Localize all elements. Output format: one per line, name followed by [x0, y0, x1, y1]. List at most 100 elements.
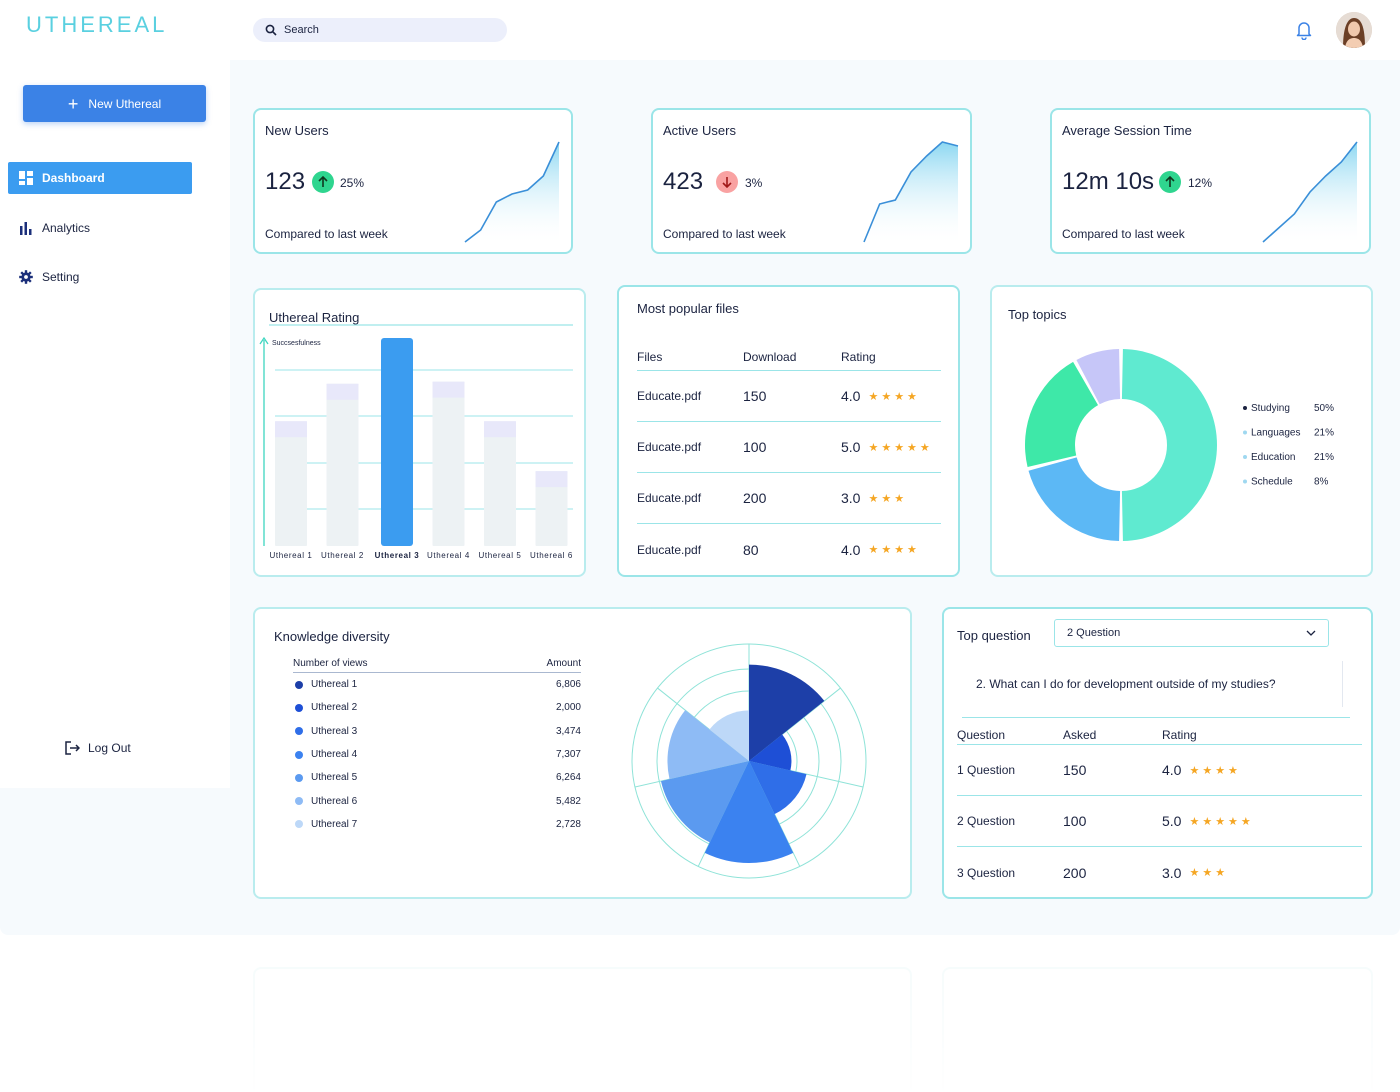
- y-axis-arrow-icon: [259, 336, 269, 345]
- sidebar-item-label: Dashboard: [42, 171, 105, 185]
- bar-uthereal-1[interactable]: [275, 421, 307, 546]
- sidebar-item-dashboard[interactable]: Dashboard: [8, 162, 192, 194]
- rating-value: 4.0: [841, 388, 861, 404]
- bar-uthereal-2[interactable]: [326, 383, 359, 546]
- stat-value: 12m 10s: [1062, 168, 1155, 195]
- question-rating: 5.0 ★★★★★: [1162, 813, 1254, 829]
- item-amount: 3,474: [555, 725, 581, 737]
- bar-cap: [432, 381, 465, 398]
- question-name[interactable]: 2 Question: [957, 814, 1016, 828]
- list-item[interactable]: Uthereal 4 7,307: [293, 743, 581, 766]
- files-title: Most popular files: [637, 301, 739, 316]
- star-icon: ★★★★★: [868, 441, 933, 454]
- donut-slice-languages[interactable]: [1028, 457, 1121, 541]
- table-header: Files Download Rating: [637, 343, 941, 371]
- question-table: Question Asked Rating 1 Question 150 4.0…: [957, 725, 1362, 898]
- file-name[interactable]: Educate.pdf: [637, 542, 702, 557]
- legend-value: 50%: [1314, 403, 1334, 414]
- arrow-down-icon: [716, 171, 738, 193]
- table-row[interactable]: 2 Question 100 5.0 ★★★★★: [957, 796, 1362, 847]
- list-item[interactable]: Uthereal 1 6,806: [293, 673, 581, 696]
- list-item[interactable]: Uthereal 2 2,000: [293, 696, 581, 719]
- new-uthereal-label: New Uthereal: [88, 96, 162, 111]
- question-select[interactable]: 2 Question: [1054, 619, 1329, 647]
- polar-sector-uthereal-1[interactable]: [749, 664, 825, 761]
- item-name: Uthereal 1: [295, 679, 357, 690]
- file-downloads: 80: [743, 541, 759, 558]
- stat-value: 123: [265, 168, 306, 195]
- knowledge-rows: Uthereal 1 6,806 Uthereal 2 2,000 Uthereal 3…: [293, 673, 581, 836]
- bar-uthereal-6[interactable]: [535, 471, 568, 546]
- legend-dot: [295, 727, 303, 736]
- item-label: Uthereal 6: [311, 795, 358, 807]
- knowledge-polar-chart: [631, 643, 867, 879]
- legend-dot: [1243, 455, 1247, 459]
- bar-cap: [484, 421, 516, 438]
- list-item[interactable]: Uthereal 7 2,728: [293, 813, 581, 836]
- table-row[interactable]: Educate.pdf 200 3.0 ★★★: [637, 473, 941, 524]
- logout-icon: [65, 741, 80, 755]
- legend-dot: [295, 797, 303, 806]
- file-name[interactable]: Educate.pdf: [637, 389, 702, 403]
- sidebar-item-label: Setting: [42, 270, 80, 284]
- polar-sector-uthereal-2[interactable]: [749, 734, 792, 771]
- topics-card: Top topics Studying 50% Languages 21% Educat…: [990, 285, 1373, 577]
- item-label: Uthereal 3: [311, 725, 358, 737]
- stat-caption: Compared to last week: [663, 227, 786, 241]
- dashboard-app: UTHEREAL + New Uthereal Dashboard Ana: [8, 12, 1373, 899]
- decorative-reflection: [0, 935, 1400, 1092]
- legend-label: Studying: [1251, 403, 1290, 414]
- item-label: Uthereal 5: [311, 772, 358, 784]
- bell-icon[interactable]: [1295, 20, 1313, 40]
- sparkline-new-users: [464, 141, 560, 246]
- header-asked: Asked: [1063, 727, 1097, 742]
- list-item[interactable]: Uthereal 5 6,264: [293, 766, 581, 789]
- item-amount: 2,728: [555, 818, 581, 830]
- legend-dot: [295, 750, 303, 759]
- question-name[interactable]: 3 Question: [957, 865, 1016, 880]
- legend-label: Education: [1251, 452, 1295, 463]
- avatar[interactable]: [1336, 12, 1372, 48]
- legend-dot: [295, 703, 303, 712]
- question-select-value: 2 Question: [1067, 627, 1121, 639]
- table-row[interactable]: Educate.pdf 100 5.0 ★★★★★: [637, 422, 941, 473]
- list-item[interactable]: Uthereal 3 3,474: [293, 720, 581, 743]
- x-tick-label: Uthereal 3: [375, 551, 420, 560]
- bar-uthereal-4[interactable]: [432, 381, 465, 546]
- table-row[interactable]: 3 Question 200 3.0 ★★★: [957, 847, 1362, 898]
- legend-value: 8%: [1314, 477, 1329, 488]
- stat-caption: Compared to last week: [265, 227, 388, 241]
- sidebar-item-analytics[interactable]: Analytics: [8, 212, 192, 244]
- donut-slice-education[interactable]: [1025, 361, 1099, 468]
- stat-value: 423: [663, 168, 704, 195]
- search-box[interactable]: [253, 18, 507, 42]
- table-row[interactable]: 1 Question 150 4.0 ★★★★: [957, 745, 1362, 796]
- polar-sector-uthereal-4[interactable]: [704, 761, 794, 863]
- question-name[interactable]: 1 Question: [957, 763, 1016, 777]
- bar-uthereal-3[interactable]: [381, 338, 413, 546]
- stat-change: 25%: [340, 176, 365, 190]
- file-name[interactable]: Educate.pdf: [637, 491, 702, 505]
- sidebar-item-setting[interactable]: Setting: [8, 261, 192, 293]
- logout-button[interactable]: Log Out: [64, 740, 131, 756]
- table-row[interactable]: Educate.pdf 80 4.0 ★★★★: [637, 524, 941, 575]
- file-name[interactable]: Educate.pdf: [637, 440, 702, 454]
- files-card: Most popular files Files Download Rating…: [617, 285, 960, 577]
- scrollbar-track[interactable]: [1342, 661, 1343, 707]
- table-row[interactable]: Educate.pdf 150 4.0 ★★★★: [637, 371, 941, 422]
- donut-slice-studying[interactable]: [1121, 349, 1218, 541]
- donut-slice-schedule[interactable]: [1076, 349, 1121, 405]
- list-item[interactable]: Uthereal 6 5,482: [293, 789, 581, 812]
- table-header: Number of views Amount: [293, 655, 581, 673]
- bar-cap: [535, 471, 568, 488]
- polar-sector-uthereal-3[interactable]: [749, 761, 807, 815]
- polar-sector-uthereal-6[interactable]: [667, 710, 749, 780]
- header-rating: Rating: [841, 349, 876, 364]
- x-tick-label: Uthereal 6: [530, 551, 573, 560]
- polar-sector-uthereal-7[interactable]: [709, 710, 749, 761]
- new-uthereal-button[interactable]: + New Uthereal: [23, 85, 206, 122]
- item-label: Uthereal 4: [311, 749, 358, 761]
- bar-uthereal-5[interactable]: [484, 421, 516, 546]
- polar-sector-uthereal-5[interactable]: [660, 761, 749, 843]
- search-input[interactable]: [284, 24, 484, 36]
